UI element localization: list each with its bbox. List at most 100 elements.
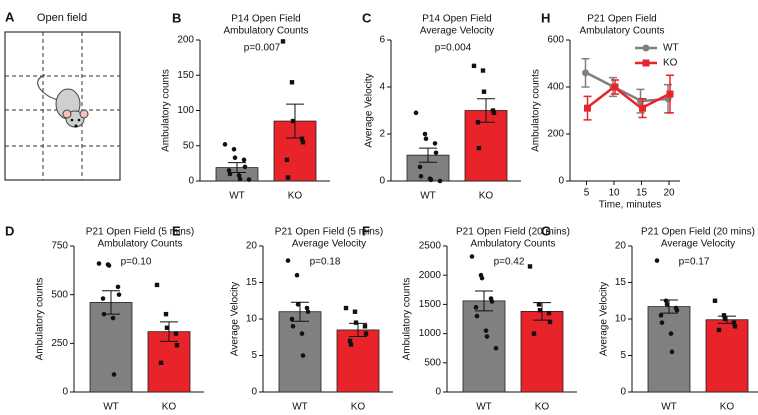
panel-letter: H (541, 10, 550, 25)
data-point (295, 302, 301, 307)
data-point (289, 316, 295, 322)
chart-title: P21 Open Field (20 mins) (641, 227, 755, 238)
x-tick-label: WT (103, 402, 119, 413)
data-point (659, 320, 665, 325)
data-point (289, 80, 295, 85)
data-point (158, 360, 164, 365)
data-point (473, 305, 479, 310)
data-point (483, 328, 489, 333)
data-point (654, 258, 660, 263)
data-point (290, 324, 296, 329)
data-point (173, 331, 179, 336)
data-point (663, 298, 669, 304)
data-point (480, 68, 486, 73)
x-tick-label: WT (661, 402, 677, 413)
chart-subtitle: Ambulatory Counts (470, 239, 555, 250)
data-point (432, 141, 438, 146)
data-point (280, 39, 286, 44)
series-marker (611, 83, 619, 91)
data-point (242, 164, 248, 170)
data-point (294, 272, 300, 278)
bar (89, 302, 133, 393)
y-tick-label: 0 (620, 387, 626, 398)
y-tick-label: 200 (547, 129, 564, 140)
y-axis-label: Ambulatory counts (402, 278, 413, 361)
chart-title: P21 Open Field (20 mins) (456, 227, 570, 238)
data-point (716, 327, 722, 333)
data-point (154, 282, 160, 288)
y-tick-label: 15 (615, 277, 627, 288)
data-point (476, 145, 482, 151)
chart-subtitle: Average Velocity (292, 239, 366, 250)
series-line (585, 85, 670, 110)
y-tick-label: 1000 (419, 328, 442, 339)
y-tick-label: 0 (379, 176, 385, 187)
panel-letter: G (541, 223, 551, 238)
data-point (475, 120, 481, 125)
data-point (428, 177, 434, 183)
data-point (422, 131, 428, 137)
y-axis-label: Ambulatory counts (161, 69, 172, 152)
y-tick-label: 2 (379, 129, 385, 140)
bar (647, 306, 691, 393)
data-point (363, 331, 369, 336)
x-tick-label: KO (351, 402, 366, 413)
bar (705, 319, 749, 393)
data-point (305, 309, 311, 315)
open-field-diagram (4, 31, 121, 181)
data-point (299, 331, 305, 336)
data-point (479, 275, 485, 281)
data-point (163, 311, 169, 317)
data-point (96, 261, 102, 266)
panel-letter: C (362, 10, 372, 25)
y-tick-label: 150 (177, 70, 194, 81)
legend-label: KO (663, 58, 678, 69)
data-point (490, 108, 496, 113)
legend-marker (642, 44, 650, 52)
series-marker (666, 90, 674, 98)
data-point (232, 155, 238, 161)
y-tick-label: 0 (62, 387, 68, 398)
data-point (546, 310, 552, 316)
annotation: p=0.004 (435, 43, 472, 54)
data-point (100, 296, 106, 301)
x-tick-label: KO (720, 402, 735, 413)
data-point (106, 263, 112, 268)
y-tick-label: 100 (177, 105, 194, 116)
data-point (101, 311, 107, 317)
data-point (471, 63, 477, 69)
y-tick-label: 500 (51, 289, 68, 300)
data-point (164, 325, 170, 330)
data-point (731, 320, 737, 325)
y-tick-label: 250 (51, 338, 68, 349)
y-tick-label: 0 (435, 387, 441, 398)
data-point (712, 298, 718, 303)
y-tick-label: 2500 (419, 241, 442, 252)
panel-letter: F (362, 223, 370, 238)
data-point (111, 372, 117, 377)
error-bar (160, 321, 178, 342)
data-point (300, 353, 306, 358)
series-marker (582, 69, 589, 77)
data-point (231, 146, 237, 152)
data-point (536, 302, 542, 307)
legend-label: WT (663, 43, 679, 54)
data-point (285, 175, 291, 180)
panel-title: Open field (37, 12, 87, 24)
data-point (110, 315, 116, 321)
data-point (537, 308, 543, 313)
data-point (722, 316, 728, 322)
chart-subtitle: Average Velocity (661, 239, 735, 250)
bar (278, 311, 322, 393)
data-point (222, 142, 228, 147)
annotation: p=0.10 (121, 257, 152, 268)
bar (462, 300, 506, 393)
y-tick-label: 200 (177, 35, 194, 46)
panel-letter: D (5, 223, 14, 238)
bar (520, 311, 564, 393)
chart-title: P21 Open Field (587, 14, 657, 25)
data-point (246, 177, 252, 182)
data-point (417, 164, 423, 170)
series-marker (584, 104, 591, 112)
